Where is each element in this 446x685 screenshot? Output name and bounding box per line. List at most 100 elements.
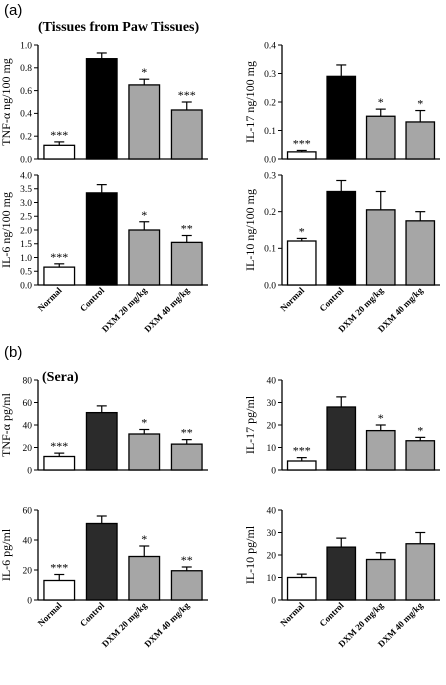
bar-3 — [365, 558, 396, 601]
chart-4: 0.0 0.1 0.2 0.3 IL-10 ng/100 mg * Normal Contro… — [243, 171, 440, 334]
category-label: DXM 40 mg/kg — [142, 600, 191, 649]
y-tick-label: 0 — [271, 596, 276, 606]
y-tick-label: 4.0 — [20, 171, 32, 181]
y-tick-label: 0.0 — [264, 155, 276, 165]
bar-3 — [365, 115, 396, 160]
y-tick-label: 1.5 — [20, 240, 32, 250]
significance-marker: * — [141, 208, 147, 222]
chart-2: 0.00.10.20.30.4IL-17 ng/100 mg**** * — [243, 41, 440, 165]
y-tick-label: 1.0 — [20, 254, 32, 264]
panel-b-letter: (b) — [4, 344, 22, 361]
y-tick-label: 0.2 — [20, 133, 32, 143]
bar-1 — [43, 455, 76, 471]
bar-4 — [170, 109, 203, 160]
y-axis-label: IL-10 ng/100 mg — [243, 189, 257, 271]
y-tick-label: 30 — [267, 399, 277, 409]
significance-marker: * — [141, 416, 147, 430]
y-tick-label: 0.0 — [20, 155, 32, 165]
bar-1 — [286, 460, 317, 471]
significance-marker: * — [141, 65, 147, 79]
bar-4 — [170, 443, 203, 471]
bar-2 — [85, 192, 118, 286]
panel-a-letter: (a) — [4, 2, 22, 19]
y-tick-label: 0.6 — [20, 87, 32, 97]
y-axis-label: TNF-α pg/ml — [0, 392, 13, 457]
bar-3 — [128, 555, 161, 601]
category-label: Control — [317, 285, 346, 314]
bar-3 — [365, 429, 396, 471]
y-tick-label: 40 — [23, 536, 33, 546]
bar-3 — [128, 433, 161, 471]
significance-marker: *** — [50, 128, 68, 142]
bar-3 — [128, 84, 161, 160]
panel-a-title: (Tissues from Paw Tissues) — [38, 20, 199, 35]
bar-2 — [326, 75, 357, 160]
significance-marker: ** — [181, 222, 193, 236]
y-tick-label: 0.1 — [264, 245, 276, 255]
significance-marker: *** — [50, 439, 68, 453]
significance-marker: ** — [181, 553, 193, 567]
y-tick-label: 0 — [27, 466, 32, 476]
bar-1 — [286, 240, 317, 286]
bar-1 — [286, 151, 317, 160]
y-axis-label: IL-6 ng/100 mg — [0, 192, 13, 268]
bar-1 — [286, 576, 317, 601]
y-tick-label: 0 — [271, 466, 276, 476]
bar-4 — [405, 543, 436, 601]
y-axis-label: IL-6 pg/ml — [0, 528, 13, 581]
bar-2 — [85, 522, 118, 601]
y-tick-label: 10 — [267, 444, 277, 454]
bar-2 — [326, 406, 357, 471]
significance-marker: *** — [293, 444, 311, 458]
category-label: Normal — [278, 600, 306, 628]
category-label: Control — [78, 285, 107, 314]
y-tick-label: 30 — [267, 529, 277, 539]
y-tick-label: 40 — [23, 421, 33, 431]
significance-marker: *** — [178, 88, 196, 102]
bar-3 — [365, 209, 396, 286]
y-tick-label: 2.0 — [20, 226, 32, 236]
significance-marker: *** — [50, 561, 68, 575]
bar-4 — [405, 440, 436, 471]
y-tick-label: 40 — [267, 376, 277, 386]
y-tick-label: 0.3 — [264, 70, 276, 80]
significance-marker: * — [378, 95, 384, 109]
y-tick-label: 1.0 — [20, 41, 32, 51]
y-tick-label: 0.2 — [264, 208, 276, 218]
bar-1 — [43, 579, 76, 601]
bar-3 — [128, 229, 161, 286]
y-tick-label: 0.3 — [264, 171, 276, 181]
bar-1 — [43, 266, 76, 286]
significance-marker: * — [299, 224, 305, 238]
y-tick-label: 2.5 — [20, 213, 32, 223]
y-tick-label: 60 — [23, 506, 33, 516]
y-tick-label: 0.8 — [20, 64, 32, 74]
category-label: Normal — [36, 600, 64, 628]
chart-3: 0.0 0.5 1.0 1.5 2.0 2.5 3.0 3.5 4.0 IL-6 ng/100 m… — [0, 171, 208, 334]
y-tick-label: 3.5 — [20, 185, 32, 195]
y-tick-label: 20 — [23, 566, 33, 576]
significance-marker: *** — [50, 250, 68, 264]
significance-marker: * — [417, 97, 423, 111]
y-axis-label: IL-17 pg/ml — [243, 395, 257, 454]
category-label: DXM 40 mg/kg — [142, 285, 191, 334]
y-tick-label: 80 — [23, 376, 33, 386]
significance-marker: * — [141, 532, 147, 546]
y-axis-label: IL-17 ng/100 mg — [243, 61, 257, 143]
significance-marker: *** — [293, 136, 311, 150]
y-tick-label: 0 — [27, 596, 32, 606]
bar-2 — [326, 190, 357, 286]
category-label: Control — [317, 600, 346, 629]
significance-marker: * — [378, 411, 384, 425]
y-tick-label: 0.4 — [264, 41, 276, 51]
bar-4 — [405, 121, 436, 160]
category-label: Control — [78, 600, 107, 629]
y-axis-label: TNF-α ng/100 mg — [0, 58, 13, 146]
bar-2 — [85, 411, 118, 471]
